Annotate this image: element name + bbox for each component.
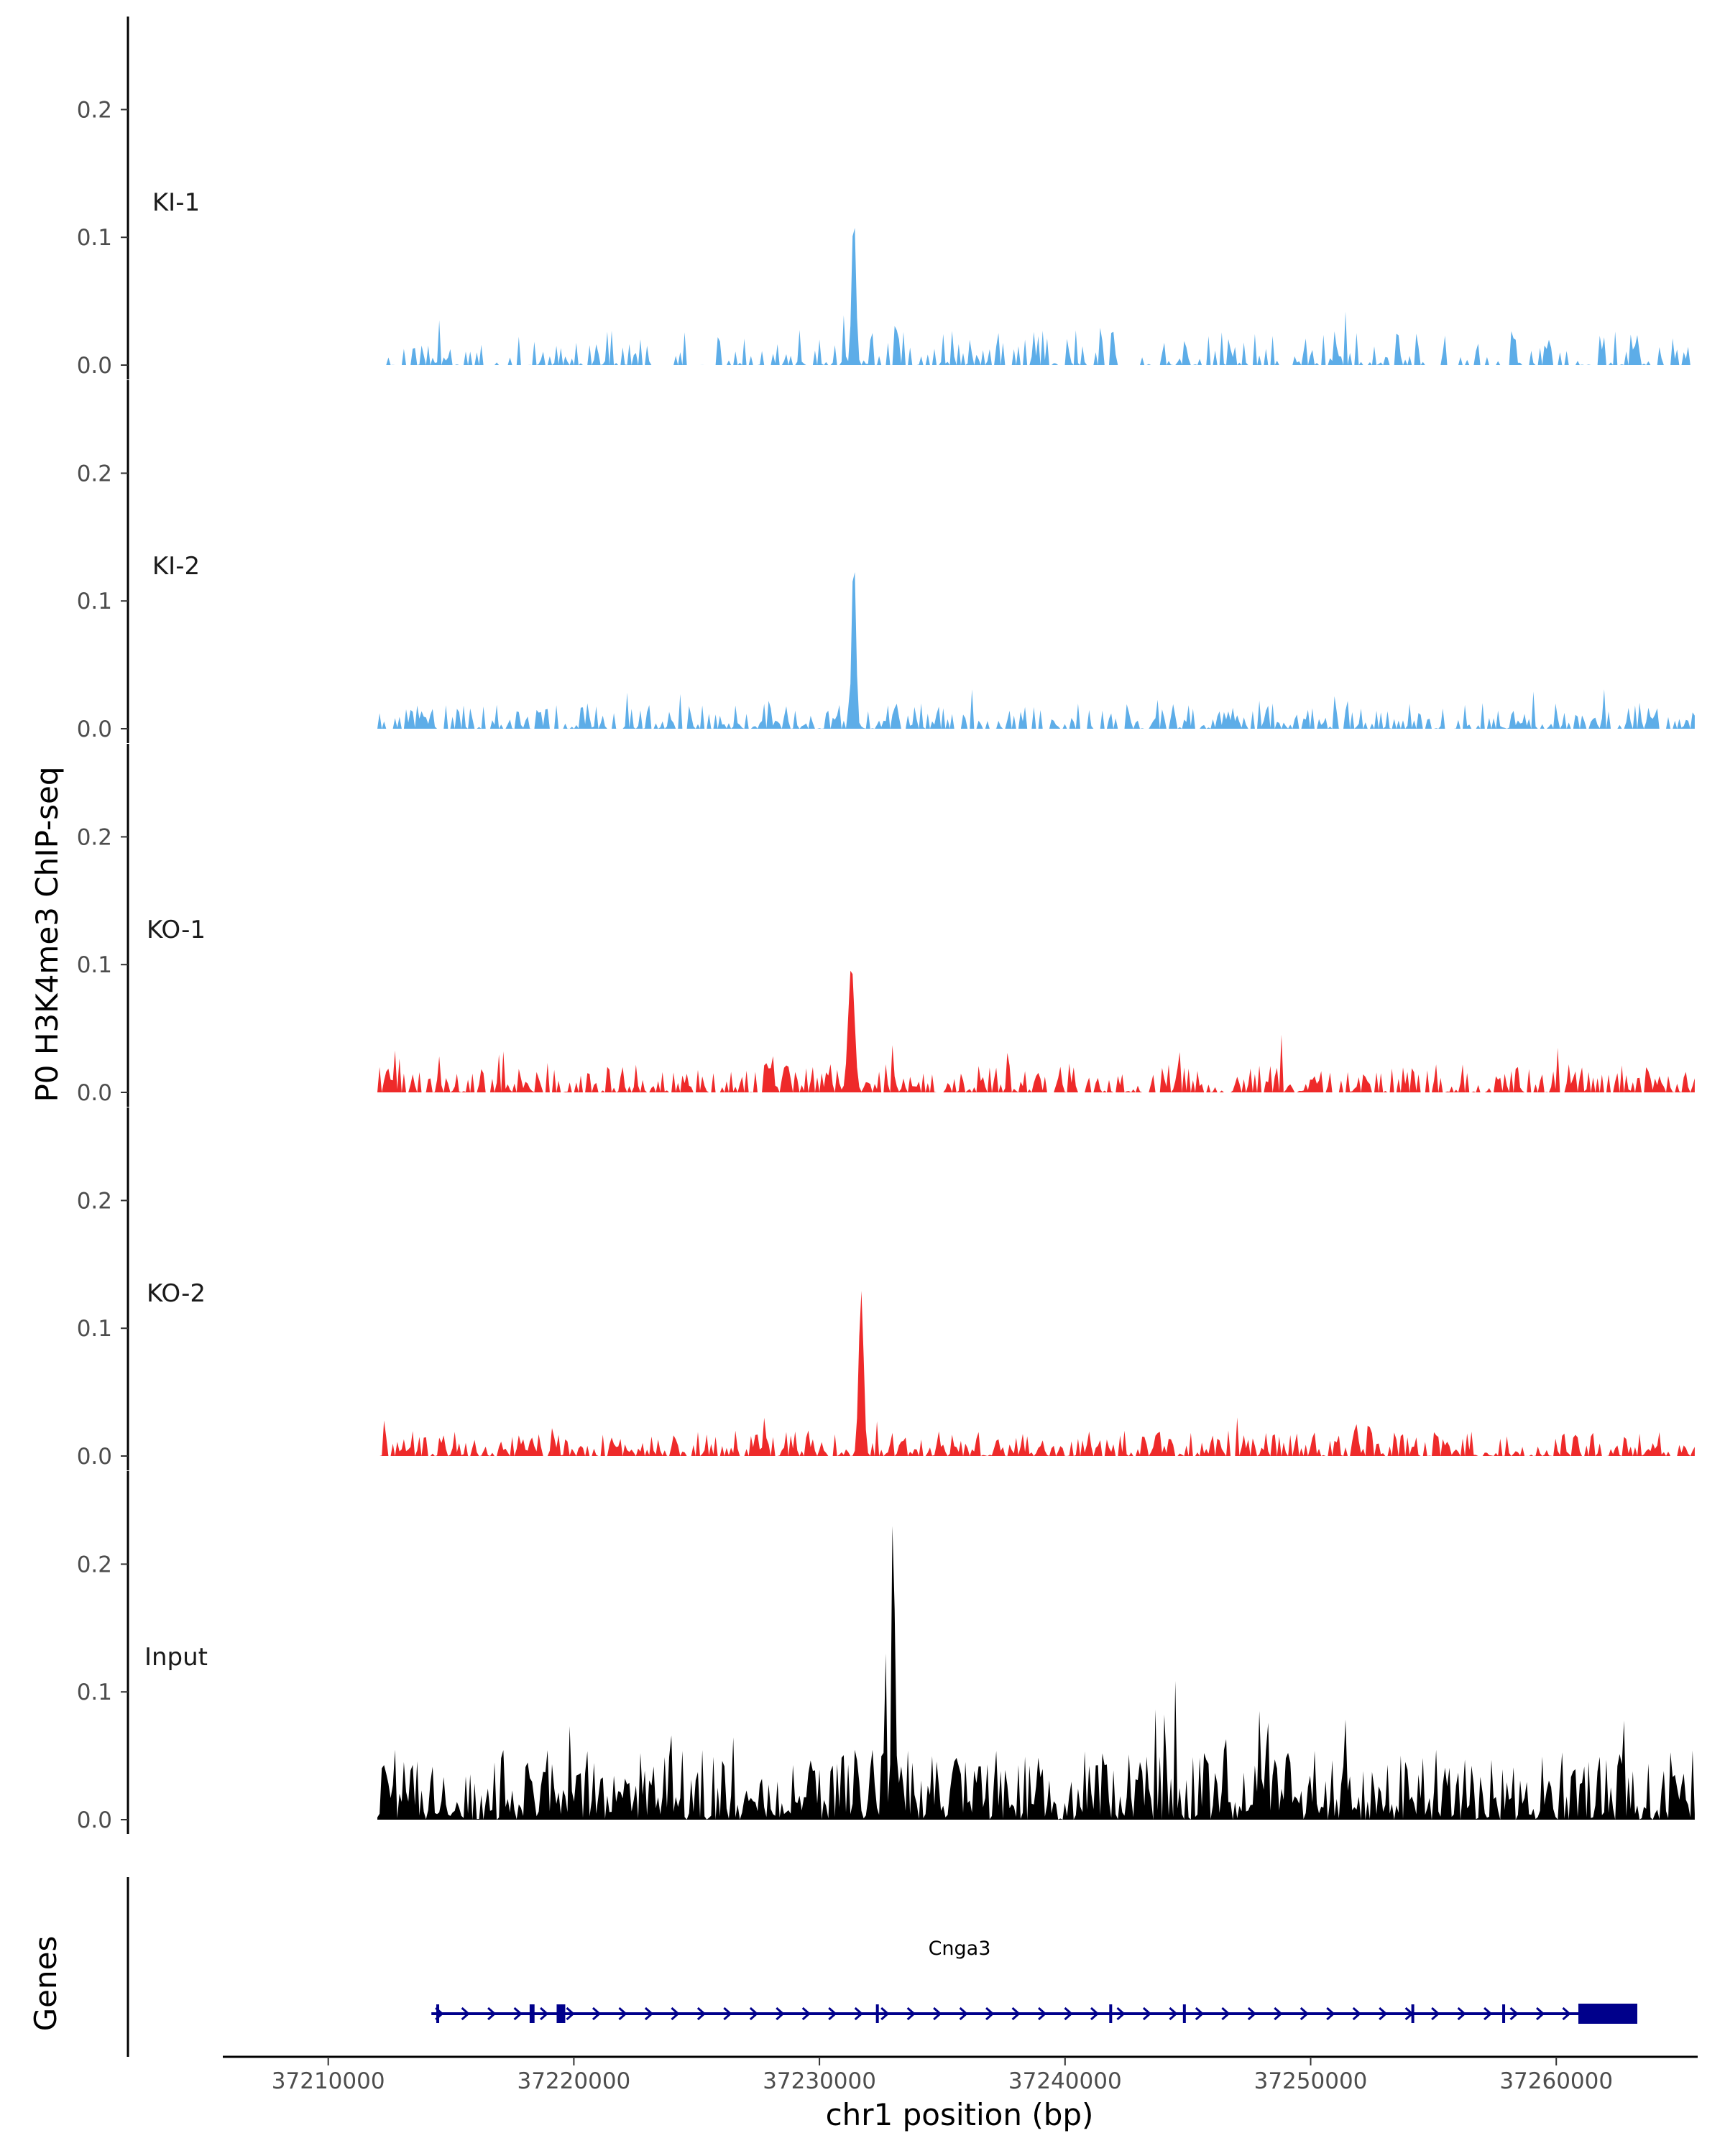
signal-area [377, 1526, 1695, 1820]
x-tick-label: 37240000 [1008, 2068, 1122, 2094]
y-tick-label: 0.0 [77, 717, 112, 742]
strand-arrow [776, 2007, 785, 2021]
gene-exon [1182, 2004, 1186, 2023]
strand-arrow [906, 2007, 916, 2021]
strand-arrow [644, 2007, 654, 2021]
strand-arrow [1038, 2007, 1047, 2021]
track-ki-1: 0.0 0.1 0.2 KI-1 [77, 17, 1695, 379]
gene-label: Cnga3 [929, 1938, 991, 1960]
x-tick-label: 37220000 [517, 2068, 630, 2094]
track-ki-2: 0.0 0.1 0.2 KI-2 [77, 380, 1695, 743]
strand-arrow [749, 2007, 759, 2021]
strand-arrow [1247, 2007, 1257, 2021]
y-tick-label: 0.2 [77, 1552, 112, 1577]
y-tick-label: 0.0 [77, 353, 112, 379]
x-tick-label: 37230000 [763, 2068, 876, 2094]
y-tick-label: 0.0 [77, 1807, 112, 1833]
genes-track: Genes Cnga3 [28, 1877, 1637, 2057]
strand-arrow [801, 2007, 811, 2021]
signal-area [377, 970, 1695, 1092]
strand-arrow [618, 2007, 627, 2021]
gene-exon [529, 2004, 535, 2023]
y-tick-label: 0.1 [77, 225, 112, 251]
y-tick-label: 0.1 [77, 952, 112, 978]
strand-arrow [1457, 2007, 1466, 2021]
strand-arrow [1536, 2007, 1545, 2021]
strand-arrow [1562, 2007, 1571, 2021]
strand-arrow [1326, 2007, 1335, 2021]
strand-arrow [1011, 2007, 1021, 2021]
strand-arrow [540, 2007, 549, 2021]
strand-arrow [1116, 2007, 1126, 2021]
x-tick-label: 37210000 [272, 2068, 385, 2094]
strand-arrow [880, 2007, 890, 2021]
y-tick-label: 0.2 [77, 97, 112, 123]
tracks-layer: 0.00.10.2KI-10.00.10.2KI-20.00.10.2KO-10… [77, 17, 1695, 1834]
strand-arrow [723, 2007, 732, 2021]
strand-arrow [487, 2007, 497, 2021]
track-label: KI-2 [152, 552, 200, 581]
x-tick-label: 37250000 [1254, 2068, 1368, 2094]
strand-arrow [592, 2007, 602, 2021]
gene-exon [1411, 2004, 1414, 2023]
x-axis-title: chr1 position (bp) [826, 2097, 1094, 2132]
y-tick-label: 0.2 [77, 824, 112, 850]
strand-arrow [671, 2007, 680, 2021]
x-tick-label: 37260000 [1499, 2068, 1613, 2094]
strand-arrow [1379, 2007, 1388, 2021]
y-axis-title: P0 H3K4me3 ChIP-seq [29, 766, 65, 1102]
strand-arrow [1221, 2007, 1230, 2021]
strand-arrow [828, 2007, 837, 2021]
y-tick-label: 0.1 [77, 589, 112, 614]
y-tick-label: 0.1 [77, 1680, 112, 1705]
x-axis: 37210000 37220000 37230000 37240000 37250000… [223, 2055, 1698, 2094]
gene-exon [1578, 2004, 1637, 2024]
track-ko-1: 0.0 0.1 0.2 KO-1 [77, 744, 1695, 1107]
strand-arrow [696, 2007, 707, 2021]
gene-exon [1502, 2004, 1506, 2023]
gene-exon [875, 2004, 879, 2023]
y-tick-label: 0.1 [77, 1316, 112, 1342]
strand-arrow [985, 2007, 995, 2021]
signal-area [377, 228, 1695, 365]
gene-exon [1109, 2004, 1113, 2023]
signal-area [377, 1291, 1695, 1456]
strand-arrow [1352, 2007, 1361, 2021]
strand-arrow [566, 2007, 575, 2021]
strand-arrow [513, 2007, 523, 2021]
track-label: Input [144, 1643, 208, 1672]
gene-exon [556, 2004, 566, 2023]
strand-arrow [461, 2007, 470, 2021]
y-tick-label: 0.0 [77, 1080, 112, 1106]
strand-arrow [1169, 2007, 1178, 2021]
y-tick-label: 0.2 [77, 1188, 112, 1214]
y-tick-label: 0.2 [77, 461, 112, 487]
strand-arrow [1090, 2007, 1100, 2021]
signal-area [377, 572, 1695, 729]
strand-arrow [933, 2007, 942, 2021]
genes-track-label: Genes [28, 1936, 63, 2032]
strand-arrow [959, 2007, 968, 2021]
track-label: KO-2 [147, 1279, 206, 1308]
track-ko-2: 0.0 0.1 0.2 KO-2 [77, 1107, 1695, 1470]
gene-exon [436, 2004, 440, 2023]
strand-arrow [1274, 2007, 1283, 2021]
strand-arrow [1064, 2007, 1073, 2021]
strand-arrow [1142, 2007, 1152, 2021]
y-tick-label: 0.0 [77, 1444, 112, 1470]
strand-arrow [1300, 2007, 1310, 2021]
strand-arrow [1509, 2007, 1519, 2021]
track-input: 0.0 0.1 0.2 Input [77, 1471, 1695, 1834]
strand-arrow [1195, 2007, 1205, 2021]
track-label: KI-1 [152, 188, 200, 217]
strand-arrow [854, 2007, 863, 2021]
track-label: KO-1 [147, 916, 206, 944]
strand-arrow [1431, 2007, 1440, 2021]
strand-arrow [1484, 2007, 1493, 2021]
